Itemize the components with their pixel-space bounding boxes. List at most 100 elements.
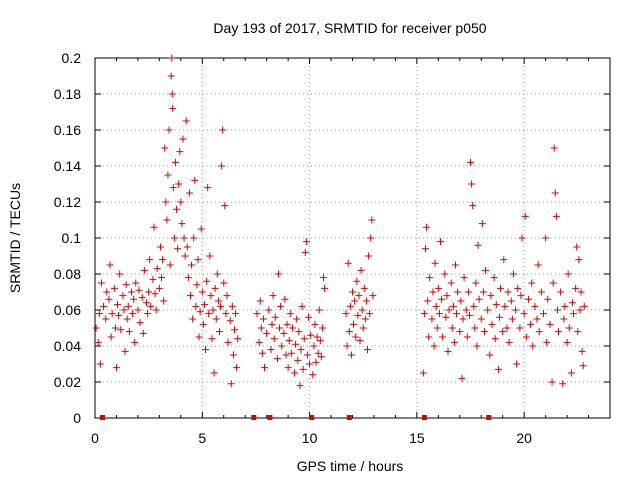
data-point [309, 371, 317, 379]
data-point [278, 342, 286, 350]
data-point [122, 281, 130, 289]
data-point [125, 328, 133, 336]
data-point [438, 295, 446, 303]
data-point [430, 342, 438, 350]
data-point [421, 245, 429, 253]
data-point [199, 320, 207, 328]
data-point [470, 302, 478, 310]
data-point [454, 288, 462, 296]
data-point [501, 302, 509, 310]
data-point [577, 288, 585, 296]
data-point [196, 308, 204, 316]
zero-point [346, 415, 352, 420]
data-point [270, 335, 278, 343]
data-point [130, 295, 138, 303]
data-point [561, 302, 569, 310]
data-point [112, 364, 120, 372]
data-point [419, 369, 427, 377]
data-point [127, 288, 135, 296]
data-point [578, 347, 586, 355]
data-point [508, 315, 516, 323]
data-point [306, 360, 314, 368]
data-point [165, 126, 173, 134]
data-point [500, 256, 508, 264]
data-point [321, 284, 329, 292]
data-point [145, 288, 153, 296]
data-point [207, 292, 215, 300]
data-point [365, 252, 373, 260]
zero-point [421, 415, 427, 420]
data-point [512, 306, 520, 314]
data-point [95, 310, 103, 318]
data-point [164, 171, 172, 179]
data-point [171, 158, 179, 166]
data-point [503, 324, 511, 332]
data-point [223, 292, 231, 300]
zero-point [486, 415, 492, 420]
data-point [459, 315, 467, 323]
data-point [294, 356, 302, 364]
data-point [206, 252, 214, 260]
data-point [560, 315, 568, 323]
data-point [282, 351, 290, 359]
data-point [153, 265, 161, 273]
data-point [347, 351, 355, 359]
data-point [546, 320, 554, 328]
data-point [132, 279, 140, 287]
data-point [443, 292, 451, 300]
data-point [573, 243, 581, 251]
data-point [170, 234, 178, 242]
data-point [467, 158, 475, 166]
data-point [360, 284, 368, 292]
data-point [428, 315, 436, 323]
data-point [354, 311, 362, 319]
data-point [318, 324, 326, 332]
data-point [202, 346, 210, 354]
data-point [353, 277, 361, 285]
data-point [204, 184, 212, 192]
data-point [198, 288, 206, 296]
data-point [261, 364, 269, 372]
data-point [197, 225, 205, 233]
data-point [542, 234, 550, 242]
data-point [302, 238, 310, 246]
zero-markers [100, 415, 492, 420]
data-point [176, 148, 184, 156]
data-point [149, 275, 157, 283]
data-point [222, 310, 230, 318]
data-point [551, 189, 559, 197]
x-tick-label: 20 [516, 430, 532, 446]
data-point [492, 301, 500, 309]
data-point [505, 338, 513, 346]
data-point [292, 340, 300, 348]
data-point [114, 301, 122, 309]
data-point [169, 104, 177, 112]
data-point [155, 284, 163, 292]
data-point [234, 335, 242, 343]
data-point [298, 302, 306, 310]
data-point [555, 328, 562, 336]
data-point [316, 337, 324, 345]
data-point [105, 295, 113, 303]
data-point [423, 223, 431, 231]
data-point [217, 302, 225, 310]
data-point [432, 302, 440, 310]
data-point [168, 90, 176, 98]
data-point [420, 310, 428, 318]
y-tick-label: 0.2 [62, 50, 82, 66]
data-point [160, 297, 168, 305]
data-point [314, 349, 322, 357]
data-point [491, 335, 499, 343]
data-point [286, 310, 294, 318]
data-point [495, 313, 503, 321]
data-point [524, 295, 532, 303]
data-point [120, 306, 128, 314]
data-point [484, 306, 492, 314]
data-point [528, 279, 536, 287]
data-point [175, 180, 183, 188]
data-point [224, 338, 232, 346]
x-tick-label: 15 [409, 430, 425, 446]
data-point [576, 306, 584, 314]
data-point [367, 234, 375, 242]
